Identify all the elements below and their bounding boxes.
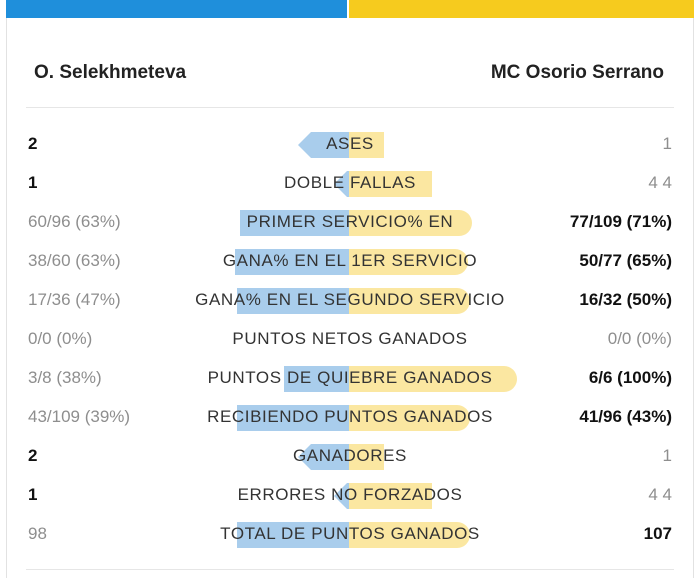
stat-row: 17/36 (47%) GANA% EN EL SEGUNDO SERVICIO 1… [0,288,700,314]
player2-stat-value: 16/32 (50%) [579,290,672,309]
stat-row: 1 DOBLE FALLAS 4 4 [0,171,700,197]
player1-stat-value: 43/109 (39%) [28,407,131,426]
player1-color-bar [6,0,347,18]
stat-row: 60/96 (63%) PRIMER SERVICIO% EN 77/109 (71… [0,210,700,236]
stat-label: PUNTOS DE QUIEBRE GANADOS [207,368,493,387]
player1-stat-bar [237,288,349,314]
player1-stat-bar [284,366,349,392]
stat-label: GANADORES [292,446,408,465]
player2-stat-bar [349,249,468,275]
player1-stat-value: 0/0 (0%) [28,329,93,348]
player2-stat-bar [349,483,432,509]
stat-row: 2 GANADORES 1 [0,444,700,470]
player1-stat-value: 17/36 (47%) [28,290,121,309]
player2-stat-value: 50/77 (65%) [579,251,672,270]
player2-stat-value: 1 [662,446,672,465]
player2-stat-value: 4 4 [648,173,672,192]
stat-row: 2 ASES 1 [0,132,700,158]
stat-label: ASES [326,134,374,153]
player1-stat-value: 38/60 (63%) [28,251,121,270]
player2-stat-value: 77/109 (71%) [569,212,672,231]
player2-stat-bar [349,171,432,197]
stat-label: GANA% EN EL SEGUNDO SERVICIO [195,290,505,309]
stat-label: PRIMER SERVICIO% EN [246,212,454,231]
player1-stat-bar [237,522,349,548]
header-divider [26,107,674,108]
stat-row: 0/0 (0%) PUNTOS NETOS GANADOS 0/0 (0%) [0,327,700,353]
player1-stat-value: 2 [28,134,38,153]
stat-label: ERRORES NO FORZADOS [237,485,463,504]
stat-row: 1 ERRORES NO FORZADOS 4 4 [0,483,700,509]
stat-label: RECIBIENDO PUNTOS GANADOS [207,407,493,426]
player1-stat-value: 2 [28,446,38,465]
stat-row: 43/109 (39%) RECIBIENDO PUNTOS GANADOS 41/… [0,405,700,431]
player2-stat-bar [349,366,517,392]
player1-stat-value: 3/8 (38%) [28,368,102,387]
player2-stat-bar [349,288,470,314]
footer-divider [26,569,674,570]
player2-stat-value: 1 [662,134,672,153]
player2-stat-bar [349,132,384,158]
player2-stat-bar [349,444,384,470]
player2-stat-value: 41/96 (43%) [579,407,672,426]
player2-color-bar [349,0,694,18]
player1-stat-bar [235,249,349,275]
player2-stat-bar [349,522,470,548]
player2-stat-bar [349,210,472,236]
player2-stat-value: 6/6 (100%) [588,368,672,387]
player2-name: MC Osorio Serrano [490,62,664,83]
player2-stat-value: 0/0 (0%) [607,329,672,348]
player2-stat-value: 107 [643,524,672,543]
stat-row: 98 TOTAL DE PUNTOS GANADOS 107 [0,522,700,548]
stat-label: TOTAL DE PUNTOS GANADOS [220,524,480,543]
stat-label: DOBLE FALLAS [284,173,416,192]
player2-stat-bar [349,405,470,431]
player2-stat-value: 4 4 [648,485,672,504]
stat-label: PUNTOS NETOS GANADOS [232,329,468,348]
player1-stat-value: 98 [28,524,47,543]
player1-name: O. Selekhmeteva [34,62,187,83]
stat-label: GANA% EN EL 1ER SERVICIO [222,251,478,270]
player1-stat-value: 1 [28,173,38,192]
color-bar-gap [347,0,349,18]
player1-stat-value: 1 [28,485,38,504]
player1-stat-bar [237,405,349,431]
stat-row: 3/8 (38%) PUNTOS DE QUIEBRE GANADOS 6/6 (1… [0,366,700,392]
stat-row: 38/60 (63%) GANA% EN EL 1ER SERVICIO 50/77… [0,249,700,275]
player1-stat-bar [240,210,349,236]
player1-stat-value: 60/96 (63%) [28,212,121,231]
